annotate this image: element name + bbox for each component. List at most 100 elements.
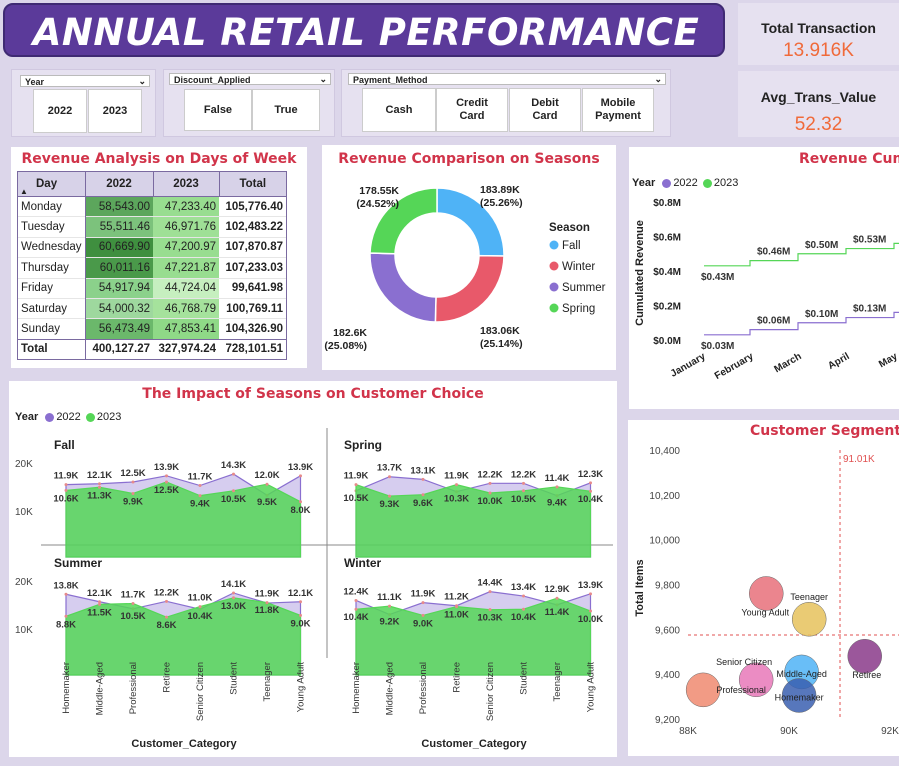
- legend-dot: [45, 412, 55, 422]
- data-point: [299, 613, 302, 617]
- column-header-2023[interactable]: 2023: [152, 171, 220, 197]
- discount-option-true[interactable]: True: [252, 89, 320, 131]
- data-point: [589, 489, 592, 493]
- revenue-table: Day ▲ 2022 2023 Total Monday 58,543.00 47,2…: [17, 171, 288, 360]
- column-header-day[interactable]: Day ▲: [17, 171, 86, 197]
- data-point: [299, 500, 302, 504]
- axis-title: Customer_Category: [421, 738, 527, 750]
- x-tick-label: Young Adult: [586, 662, 597, 713]
- y-tick-label: 10,400: [649, 446, 680, 457]
- data-point: [488, 608, 492, 612]
- data-point: [165, 480, 168, 484]
- y-tick-label: 10K: [15, 625, 33, 636]
- legend-item[interactable]: 2023: [96, 411, 122, 423]
- table-row[interactable]: Wednesday 60,669.90 47,200.97 107,870.87: [17, 237, 288, 258]
- x-tick-label: 90K: [780, 726, 798, 737]
- data-point: [198, 605, 202, 609]
- column-header-total[interactable]: Total: [218, 171, 288, 197]
- column-header-2022[interactable]: 2022: [84, 171, 154, 197]
- y-tick-label: 9,200: [655, 715, 680, 726]
- bubble-homemaker: [781, 678, 817, 713]
- x-tick-label: Retiree: [162, 662, 173, 693]
- legend-dot: [549, 261, 559, 271]
- chevron-down-icon: ⌄: [138, 76, 146, 86]
- data-label: 9.4K: [190, 499, 210, 510]
- table-cell: 400,127.27: [92, 343, 151, 356]
- data-label: 12.2K: [154, 587, 179, 598]
- table-cell: 100,769.11: [219, 298, 288, 319]
- year-dropdown[interactable]: Year ⌄: [20, 75, 150, 87]
- donut-slice-winter: [434, 254, 505, 323]
- data-point: [98, 482, 101, 486]
- payment-dropdown[interactable]: Payment_Method ⌄: [348, 73, 666, 85]
- table-cell: 107,233.03: [219, 257, 288, 279]
- table-cell: Sunday: [17, 318, 86, 340]
- legend-item[interactable]: 2022: [56, 411, 81, 423]
- data-label: 9.9K: [123, 496, 143, 507]
- data-label: 12.1K: [288, 588, 313, 599]
- year-option-2022[interactable]: 2022: [33, 89, 87, 133]
- data-point: [265, 482, 269, 486]
- data-label: 10.3K: [477, 613, 502, 624]
- data-point: [354, 483, 358, 487]
- kpi-value: 13.916K: [783, 40, 854, 61]
- data-label: 11.7K: [121, 590, 146, 601]
- data-point: [131, 602, 135, 606]
- data-label: 9.6K: [413, 498, 433, 509]
- data-label: 11.9K: [255, 589, 280, 600]
- data-label: 10.5K: [343, 493, 368, 504]
- table-row[interactable]: Tuesday 55,511.46 46,971.76 102,483.22: [17, 216, 288, 238]
- table-row[interactable]: Sunday 56,473.49 47,853.41 104,326.90: [17, 318, 288, 340]
- data-point: [265, 601, 269, 605]
- data-point: [421, 601, 425, 605]
- reference-label: 91.01K: [843, 454, 875, 465]
- data-label: 11.1K: [377, 592, 402, 603]
- x-tick-label: Professional: [418, 662, 429, 714]
- x-tick-label: Young Adult: [296, 662, 307, 713]
- data-label: 13.0K: [221, 601, 246, 612]
- x-tick-label: Homemaker: [61, 662, 72, 714]
- table-row[interactable]: Friday 54,917.94 44,724.04 99,641.98: [17, 278, 288, 299]
- data-point: [232, 472, 235, 476]
- x-tick-label: Middle-Aged: [95, 662, 106, 715]
- data-point: [488, 491, 492, 495]
- x-tick-label: Professional: [128, 662, 139, 714]
- data-label: 11.4K: [545, 607, 570, 618]
- discount-dropdown[interactable]: Discount_Applied ⌄: [169, 73, 331, 85]
- x-tick-label: January: [669, 351, 708, 380]
- table-row[interactable]: Saturday 54,000.32 46,768.79 100,769.11: [17, 298, 288, 319]
- axis-title: Total Items: [634, 559, 646, 616]
- payment-option-debit-card[interactable]: Debit Card: [509, 88, 581, 132]
- year-option-2023[interactable]: 2023: [88, 89, 142, 133]
- legend-dot: [662, 178, 672, 188]
- data-point: [98, 600, 101, 604]
- donut-label: 183.89K: [480, 184, 520, 196]
- y-tick-label: 20K: [15, 577, 33, 588]
- axis-title: Customer_Category: [131, 738, 237, 750]
- legend-item[interactable]: 2022: [673, 177, 698, 189]
- table-row[interactable]: Monday 58,543.00 47,233.40 105,776.40: [17, 196, 288, 217]
- data-label: 13.9K: [154, 462, 179, 473]
- data-label: 13.1K: [410, 465, 435, 476]
- payment-option-credit-card[interactable]: Credit Card: [436, 88, 508, 132]
- data-point: [522, 607, 525, 611]
- legend-dot: [549, 240, 559, 250]
- discount-option-false[interactable]: False: [184, 89, 252, 131]
- table-cell: 56,473.49: [85, 318, 154, 340]
- x-tick-label: 92K: [881, 726, 899, 737]
- table-cell: 47,233.40: [153, 196, 220, 217]
- donut-slice-summer: [369, 252, 437, 323]
- y-tick-label: 9,800: [655, 581, 680, 592]
- payment-option-mobile-payment[interactable]: Mobile Payment: [582, 88, 654, 132]
- panel-title: Revenue Comparison on Seasons: [338, 151, 600, 167]
- y-tick-label: $0.4M: [653, 267, 681, 278]
- data-point: [388, 494, 391, 498]
- panel-name: Winter: [344, 556, 382, 570]
- chevron-down-icon: ⌄: [319, 74, 327, 84]
- data-label: 8.6K: [156, 620, 176, 631]
- table-row[interactable]: Thursday 60,011.16 47,221.87 107,233.03: [17, 257, 288, 279]
- payment-option-cash[interactable]: Cash: [362, 88, 436, 132]
- data-label: 8.8K: [56, 619, 76, 630]
- legend-item[interactable]: 2023: [713, 177, 739, 189]
- data-label: 11.9K: [54, 471, 79, 482]
